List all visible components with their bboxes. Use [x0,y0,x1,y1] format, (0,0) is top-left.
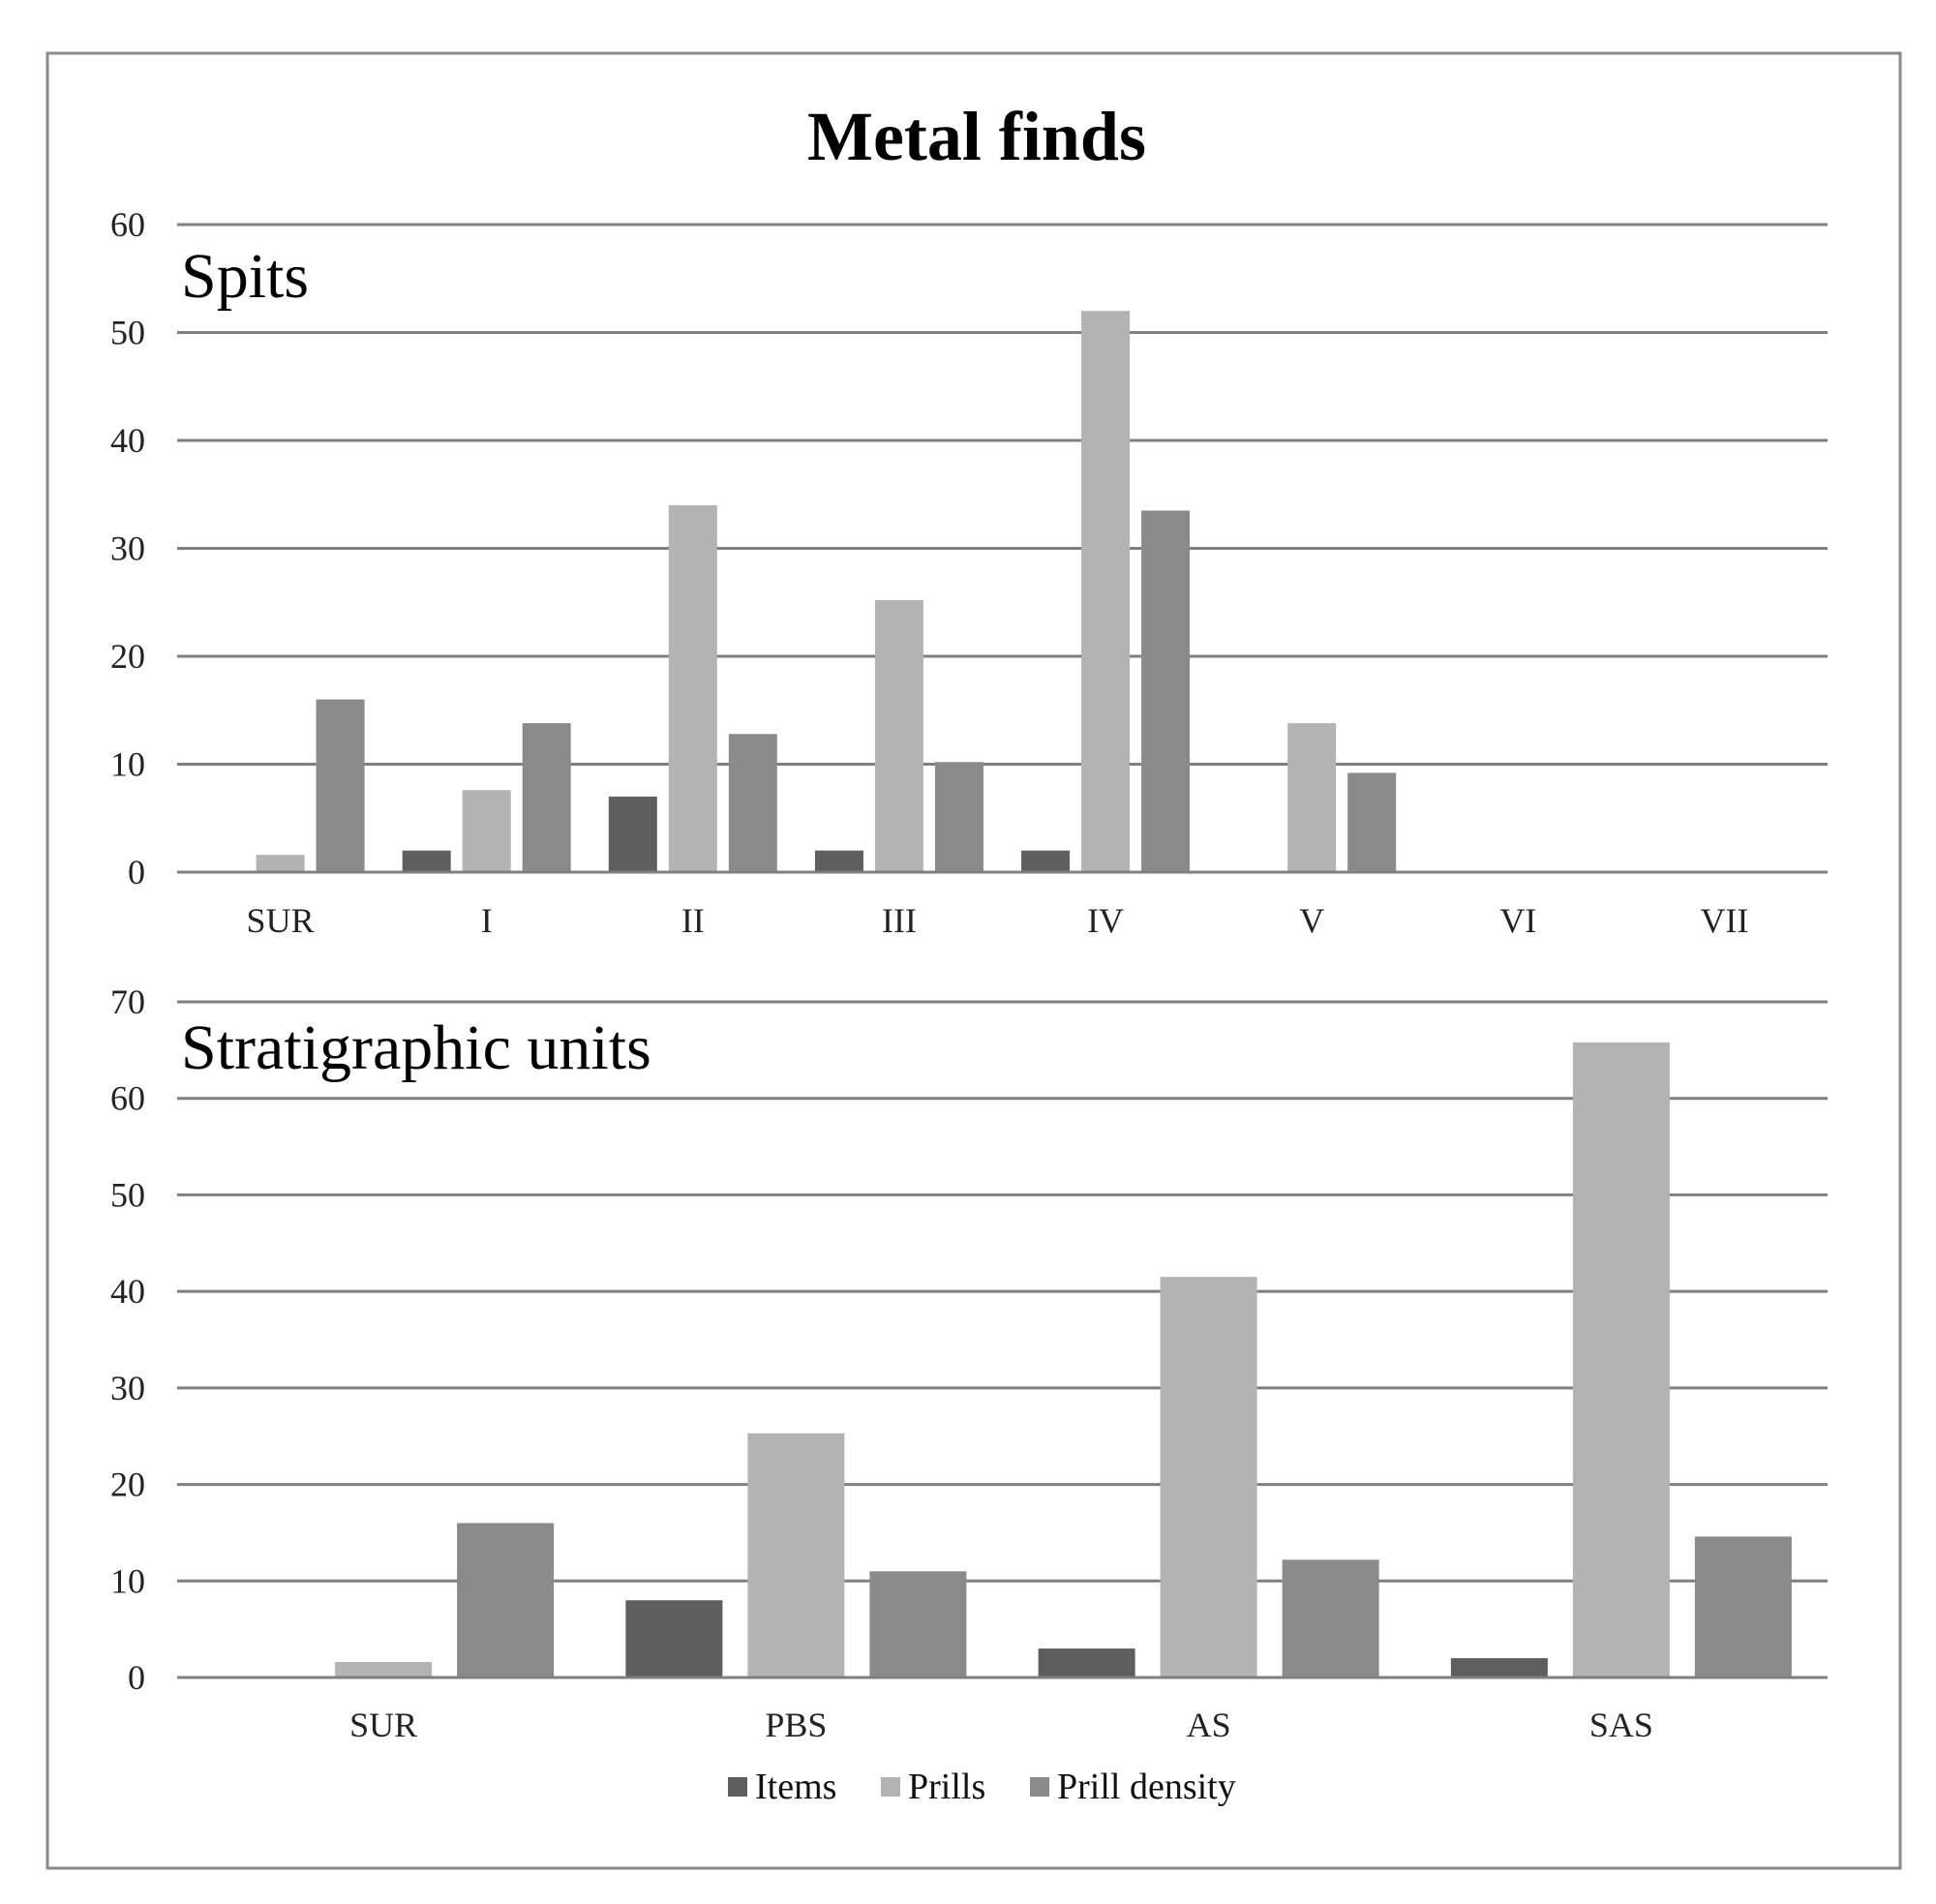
strat-bar-items-as [1038,1648,1135,1677]
strat-y-tick-label: 60 [110,1079,145,1118]
strat-category-label: AS [1187,1706,1231,1744]
strat-y-tick-label: 40 [110,1272,145,1311]
stratigraphic-units-panel: 0 10 20 30 40 50 60 70 SUR PBS AS SAS [110,982,1828,1744]
legend-swatch-prill-density [1030,1777,1049,1797]
spits-bar-prills-v [1287,723,1337,872]
legend-swatch-prills [881,1777,900,1797]
stratigraphic-units-panel-title: Stratigraphic units [181,1012,651,1083]
legend-swatch-items [728,1777,747,1797]
spits-category-label: V [1299,901,1324,940]
spits-panel-title: Spits [181,241,309,312]
strat-bar-items-pbs [625,1600,723,1677]
spits-bar-prill-density-iii [934,762,983,872]
strat-y-tick-label: 70 [110,982,145,1021]
spits-bar-prill-density-i [522,723,571,872]
strat-bar-prills-sur [335,1662,433,1677]
spits-bar-prills-iv [1081,311,1131,872]
spits-bar-items-iii [814,850,863,872]
strat-bar-prills-sas [1572,1042,1670,1677]
spits-category-label: SUR [247,901,315,940]
spits-bar-prills-sur [256,855,305,872]
strat-y-tick-label: 0 [128,1658,145,1697]
spits-bar-prills-iii [874,600,923,872]
strat-bar-prill-density-pbs [869,1571,967,1677]
spits-y-tick-label: 30 [110,529,145,568]
spits-category-label: II [681,901,705,940]
strat-category-label: SAS [1589,1706,1653,1744]
spits-category-label: III [882,901,917,940]
spits-category-label: VII [1700,901,1748,940]
spits-y-tick-label: 60 [110,205,145,244]
legend-label-items: Items [755,1767,836,1807]
spits-y-tick-label: 0 [128,853,145,892]
spits-bar-prill-density-iv [1141,510,1191,872]
strat-y-tick-label: 20 [110,1466,145,1504]
strat-bar-prill-density-as [1282,1559,1379,1677]
strat-bar-prill-density-sur [457,1523,555,1677]
spits-y-tick-label: 50 [110,314,145,352]
legend-label-prill-density: Prill density [1057,1767,1236,1807]
spits-bar-items-i [402,850,451,872]
strat-y-tick-label: 50 [110,1175,145,1214]
spits-y-tick-label: 20 [110,637,145,676]
spits-category-label: VI [1499,901,1536,940]
chart-legend: Items Prills Prill density [728,1767,1236,1807]
spits-bar-prills-ii [668,504,717,872]
strat-bar-prill-density-sas [1694,1536,1792,1677]
chart-title: Metal finds [807,98,1146,175]
spits-bar-prill-density-ii [728,734,777,872]
strat-bar-items-sas [1450,1658,1548,1677]
spits-bar-items-iv [1021,850,1071,872]
spits-category-label: IV [1087,901,1124,940]
spits-bar-prills-i [462,790,511,872]
spits-bar-prill-density-v [1347,772,1397,872]
strat-category-label: SUR [349,1706,417,1744]
legend-label-prills: Prills [908,1767,985,1807]
strat-y-tick-label: 10 [110,1561,145,1600]
strat-bar-prills-as [1160,1277,1257,1677]
spits-y-tick-label: 10 [110,745,145,784]
spits-category-label: I [481,901,493,940]
spits-bar-prill-density-sur [316,699,365,872]
strat-category-label: PBS [765,1706,827,1744]
spits-bar-items-ii [608,796,657,872]
strat-y-tick-label: 30 [110,1369,145,1407]
spits-y-tick-label: 40 [110,421,145,460]
strat-bar-prills-pbs [747,1433,845,1677]
